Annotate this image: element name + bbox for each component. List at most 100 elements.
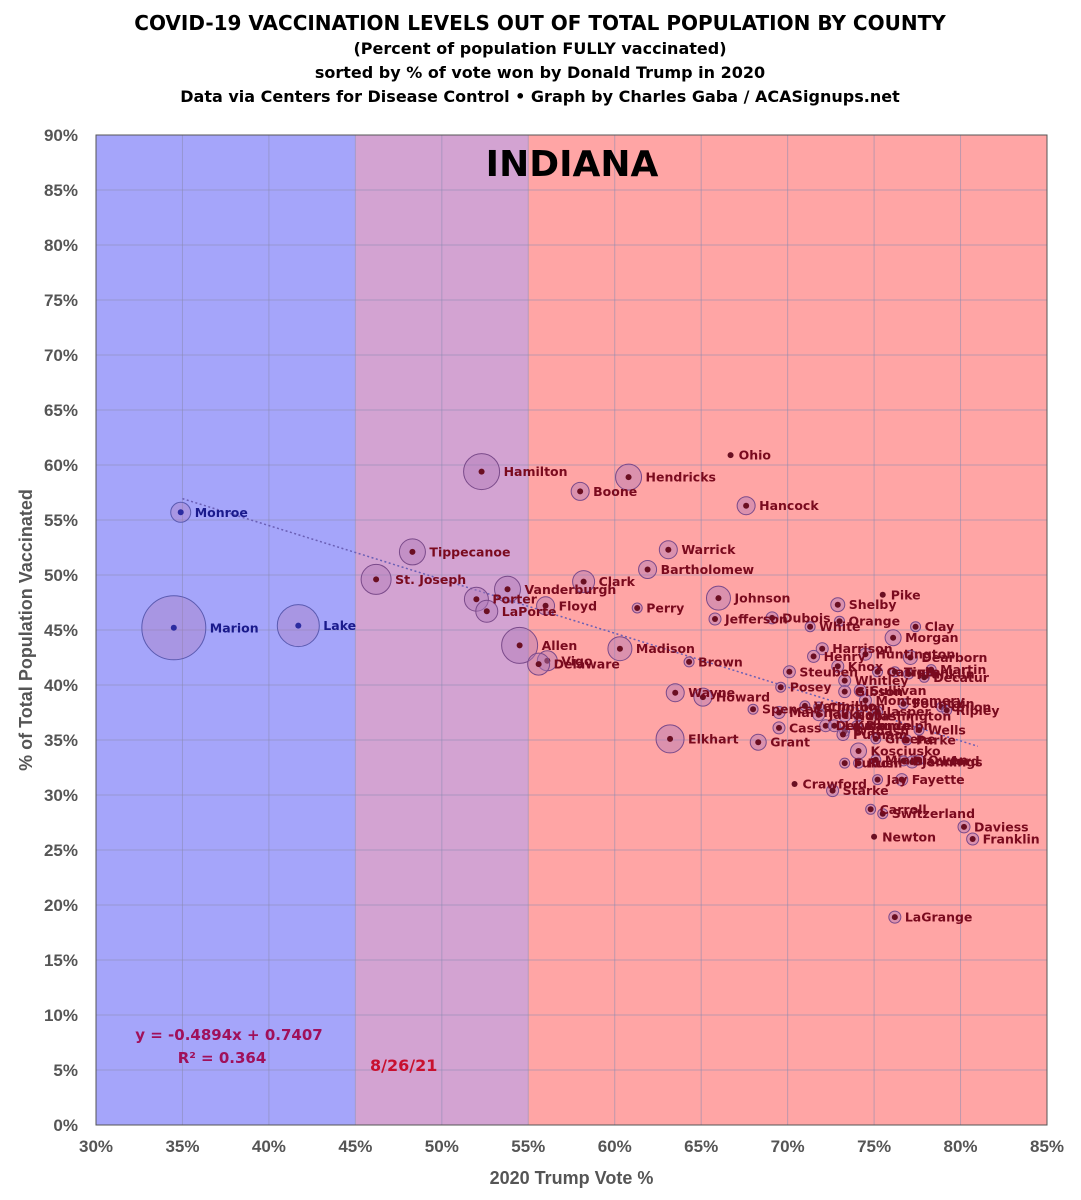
label-jefferson: Jefferson [724, 612, 788, 627]
point-lawrence [831, 722, 838, 729]
point-madison [616, 645, 623, 652]
plot-frame [95, 134, 1048, 1126]
label-hendricks: Hendricks [646, 470, 716, 485]
y-tick-label: 5% [53, 1061, 78, 1080]
label-howard: Howard [716, 690, 770, 705]
y-tick-label: 10% [44, 1006, 78, 1025]
x-tick-label: 60% [598, 1137, 632, 1156]
chart-subtitle-2: sorted by % of vote won by Donald Trump … [315, 63, 765, 82]
point-crawford [791, 781, 798, 787]
y-tick-label: 0% [53, 1116, 78, 1135]
label-tipton: Tipton [904, 664, 949, 679]
point-franklin [905, 671, 912, 677]
point-fountain [900, 700, 907, 707]
point-greene [872, 735, 879, 742]
label-lake: Lake [323, 618, 356, 633]
label-jackson: Jackson [828, 707, 883, 722]
gridlines [95, 134, 1048, 1126]
trendline [182, 497, 979, 748]
point-clay [912, 623, 919, 630]
y-tick-label: 35% [44, 731, 78, 750]
point-huntington [862, 651, 869, 658]
point-carroll [867, 806, 874, 813]
label-dubois: Dubois [782, 610, 831, 625]
label-lawrence: Lawrence [844, 718, 911, 733]
point-tipton [891, 668, 898, 675]
point-orange [836, 618, 843, 625]
label-vermillion: Vermillion [814, 698, 885, 713]
label-marshall: Marshall [789, 705, 849, 720]
point-jay [874, 776, 881, 783]
point-hamilton [478, 468, 485, 475]
point-johnson [715, 595, 722, 602]
point-henry [810, 653, 817, 660]
label-hamilton: Hamilton [504, 464, 568, 479]
label-huntington: Huntington [875, 647, 955, 662]
y-tick-label: 30% [44, 786, 78, 805]
chart-subtitle-3: Data via Centers for Disease Control • G… [180, 87, 900, 106]
y-tick-label: 55% [44, 511, 78, 530]
point-vanderburgh [504, 586, 511, 593]
label-owen: Owen [928, 752, 968, 767]
label-fountain: Fountain [912, 696, 974, 711]
label-madison: Madison [636, 641, 695, 656]
point-marion [170, 624, 177, 631]
data-points [141, 452, 980, 924]
point-martin [928, 666, 935, 673]
label-blackford: Blackford [912, 753, 979, 768]
chart-title: COVID-19 VACCINATION LEVELS OUT OF TOTAL… [134, 11, 946, 35]
label-newton: Newton [882, 829, 936, 844]
label-morgan: Morgan [905, 630, 958, 645]
point-perry [634, 605, 641, 611]
point-wayne [672, 689, 679, 696]
label-vigo: Vigo [561, 653, 593, 668]
y-tick-label: 75% [44, 291, 78, 310]
label-noble: Noble [855, 708, 896, 723]
point-jackson [815, 711, 822, 718]
point-vermillion [801, 702, 808, 709]
point-starke [829, 787, 836, 794]
y-axis-label: % of Total Population Vaccinated [16, 489, 36, 771]
point-howard [699, 694, 706, 701]
label-floyd: Floyd [559, 598, 598, 613]
x-tick-label: 75% [857, 1137, 891, 1156]
point-monroe [177, 509, 184, 516]
label-henry: Henry [824, 649, 866, 664]
y-tick-label: 20% [44, 896, 78, 915]
label-gibson: Gibson [855, 684, 903, 699]
label-switzerland: Switzerland [892, 806, 975, 821]
point-cass [775, 724, 782, 731]
point-hancock [743, 502, 750, 509]
point-hendricks [625, 474, 632, 481]
label-posey: Posey [790, 680, 832, 695]
label-steuben: Steuben [799, 664, 858, 679]
label-montgomery: Montgomery [875, 693, 964, 708]
point-clark [580, 578, 587, 585]
label-harrison: Harrison [832, 641, 892, 656]
y-tick-label: 15% [44, 951, 78, 970]
point-gibson [841, 688, 848, 695]
point-floyd [542, 602, 549, 609]
point-wells [916, 727, 923, 734]
label-ripley: Ripley [956, 703, 1000, 718]
label-jasper: Jasper [886, 704, 932, 719]
label-kosciusko: Kosciusko [871, 744, 942, 759]
label-wayne: Wayne [688, 685, 735, 700]
point-union [938, 704, 945, 710]
label-allen: Allen [542, 638, 578, 653]
point-boone [577, 488, 584, 495]
label-st-joseph: St. Joseph [395, 572, 466, 587]
label-cass: Cass [789, 720, 822, 735]
x-tick-label: 65% [684, 1137, 718, 1156]
label-lagrange: LaGrange [905, 910, 973, 925]
label-ohio: Ohio [739, 448, 772, 463]
x-axis-label: 2020 Trump Vote % [490, 1168, 654, 1188]
label-franklin: Franklin [983, 832, 1040, 847]
label-wabash: Wabash [854, 724, 910, 739]
label-marion: Marion [210, 620, 259, 635]
label-rush: Rush [868, 756, 903, 771]
label-pike: Pike [891, 587, 921, 602]
label-randolph: Randolph [866, 718, 933, 733]
label-miami: Miami [885, 752, 927, 767]
point-laporte [483, 608, 490, 615]
